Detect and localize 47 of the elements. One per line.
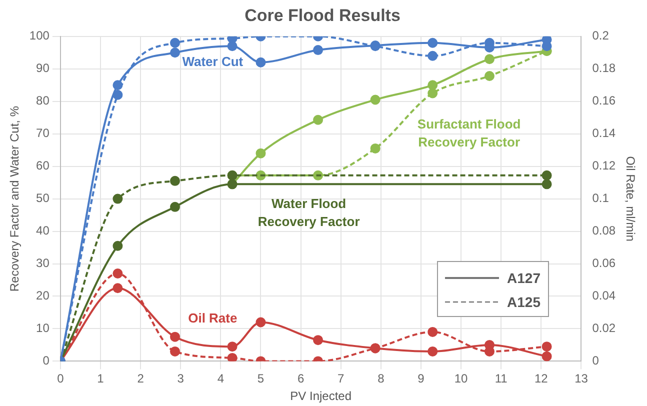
y-tick-label: 10 (36, 321, 50, 336)
x-tick-label: 11 (494, 372, 508, 386)
x-tick-label: 12 (534, 372, 548, 386)
y-tick-label: 20 (36, 288, 50, 303)
x-tick-label: 7 (338, 372, 345, 386)
annotation: A125 (507, 294, 540, 310)
x-tick-label: 10 (454, 372, 468, 386)
y-tick-label: 50 (36, 191, 50, 206)
x-tick-label: 8 (378, 372, 385, 386)
y-tick-label: 100 (29, 28, 50, 43)
chart-title: Core Flood Results (244, 6, 400, 25)
x-tick-label: 0 (57, 372, 64, 386)
y2-tick-label: 0.02 (592, 321, 616, 336)
x-tick-label: 2 (137, 372, 144, 386)
y-tick-label: 30 (36, 256, 50, 270)
y-tick-label: 0 (42, 354, 50, 368)
y2-tick-label: 0.12 (592, 158, 616, 173)
y-tick-label: 40 (36, 224, 50, 238)
x-tick-label: 1 (97, 372, 104, 386)
key-box: A127 A125 (437, 260, 550, 316)
y2-tick-label: 0.08 (592, 224, 616, 238)
x-tick-label: 9 (418, 372, 425, 386)
y-tick-label: 80 (36, 94, 50, 108)
annotation: Oil Rate (188, 310, 238, 326)
x-tick-label: 6 (297, 372, 304, 386)
y2-tick-label: 0.2 (592, 28, 610, 43)
y2-tick-label: 0.04 (592, 288, 616, 303)
x-tick-label: 4 (217, 372, 224, 386)
y2-tick-label: 0.16 (592, 94, 616, 108)
y2-tick-label: 0.1 (592, 191, 610, 206)
y2-tick-label: 0.18 (592, 61, 616, 76)
annotation: A127 (507, 270, 540, 286)
annotation: Water Cut (182, 54, 244, 69)
y2-tick-label: 0.14 (592, 126, 616, 140)
y-tick-label: 60 (36, 158, 50, 173)
y2-tick-label: 0 (592, 354, 600, 368)
y-tick-label: 70 (36, 126, 50, 140)
annotation: Water Flood Recovery Factor (258, 196, 360, 229)
y-tick-label: 90 (36, 61, 50, 76)
x-axis-title: PV Injected (290, 389, 352, 404)
y-axis-title: Recovery Factor and Water Cut, % (8, 106, 22, 292)
y2-tick-label: 0.06 (592, 256, 616, 270)
y2-axis-title: Oil Rate, ml/min (623, 156, 638, 242)
x-tick-label: 13 (574, 372, 588, 386)
annotation: Surfactant Flood Recovery Factor (417, 116, 521, 150)
x-tick-label: 3 (177, 372, 184, 386)
x-tick-label: 5 (257, 372, 264, 386)
